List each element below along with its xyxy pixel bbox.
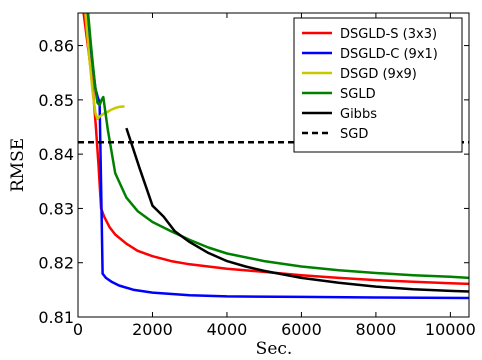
plot-frame bbox=[77, 12, 470, 318]
y-tick-label: 0.84 bbox=[38, 145, 74, 164]
legend-label-dsgd-9x9: DSGD (9x9) bbox=[340, 67, 417, 82]
legend-label-sgd: SGD bbox=[340, 127, 368, 142]
y-tick-label: 0.85 bbox=[38, 91, 74, 110]
x-tick-label: 6000 bbox=[281, 320, 322, 339]
ticks-layer: 0 2000 4000 6000 8000 10000 0.81 0.82 0.83 0.84 0.… bbox=[38, 13, 476, 339]
legend-label-sgld: SGLD bbox=[340, 87, 376, 102]
series-line-dsgd-9x9 bbox=[84, 13, 125, 121]
legend-box bbox=[293, 17, 463, 153]
y-tick-label: 0.82 bbox=[38, 254, 74, 273]
series-line-dsgld-s-3x3 bbox=[82, 13, 469, 286]
x-tick-label: 4000 bbox=[207, 320, 248, 339]
legend: DSGLD-S (3x3) DSGLD-C (9x1) DSGD (9x9) SGLD… bbox=[293, 17, 463, 153]
x-tick-label: 0 bbox=[73, 320, 83, 339]
legend-label-gibbs: Gibbs bbox=[340, 107, 377, 122]
x-axis-label: Sec. bbox=[256, 339, 293, 359]
y-tick-label: 0.81 bbox=[38, 308, 74, 327]
y-axis-label: RMSE bbox=[8, 138, 28, 192]
x-tick-label: 10000 bbox=[425, 320, 476, 339]
x-tick-label: 8000 bbox=[356, 320, 397, 339]
series-line-gibbs bbox=[125, 127, 469, 293]
y-tick-label: 0.86 bbox=[38, 37, 74, 56]
legend-label-dsgld-s-3x3: DSGLD-S (3x3) bbox=[340, 27, 437, 42]
y-tick-label: 0.83 bbox=[38, 199, 74, 218]
x-tick-label: 2000 bbox=[132, 320, 173, 339]
legend-label-dsgld-c-9x1: DSGLD-C (9x1) bbox=[340, 47, 438, 62]
series-layer bbox=[78, 13, 469, 300]
series-line-sgld bbox=[86, 13, 469, 280]
